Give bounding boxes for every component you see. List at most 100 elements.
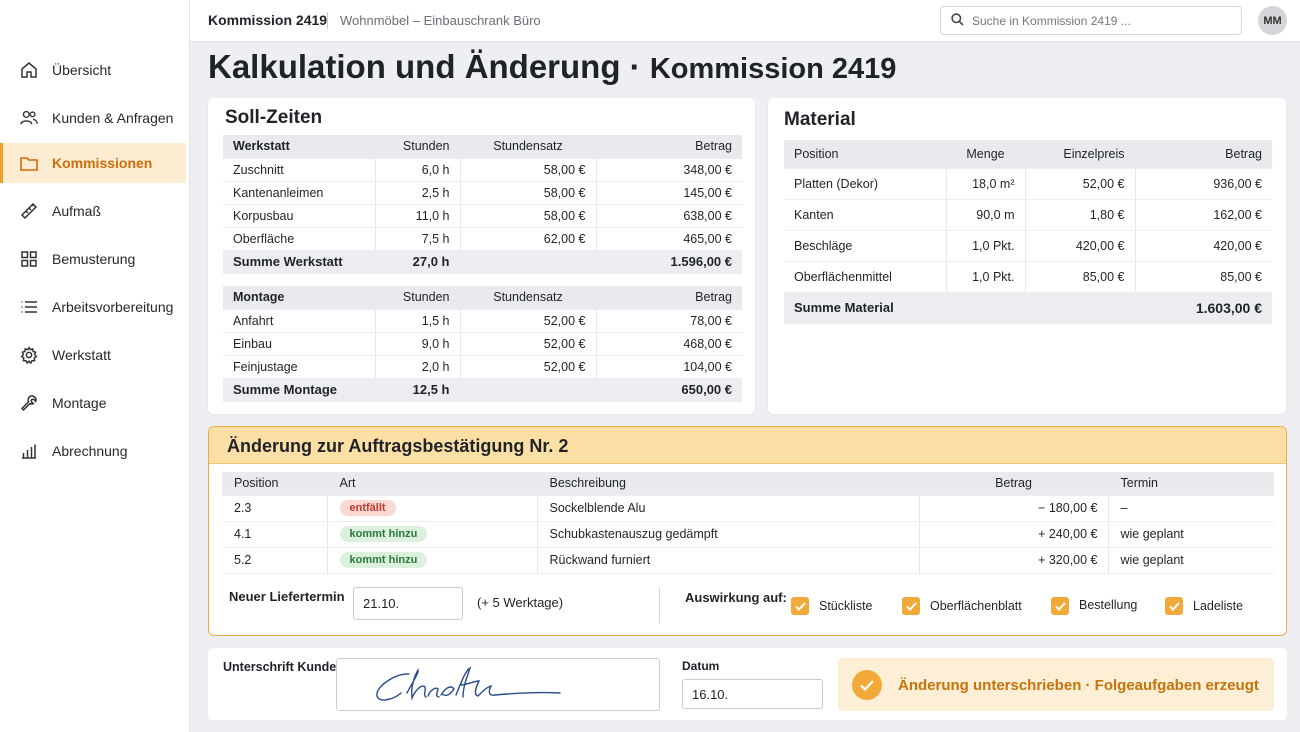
table-header-row: Werkstatt Stunden Stundensatz Betrag	[223, 135, 742, 159]
table-header: Stundensatz	[460, 135, 597, 159]
table-cell: 1,0 Pkt.	[946, 261, 1026, 293]
sidebar-item-label: Montage	[52, 395, 107, 411]
checkbox-label: Ladeliste	[1193, 599, 1244, 613]
sidebar-item-label: Aufmaß	[52, 203, 102, 219]
table-cell: 52,00 €	[460, 309, 597, 333]
table-cell: 18,0 m²	[946, 168, 1026, 200]
avatar[interactable]: MM	[1258, 6, 1287, 35]
table-row: Kantenanleimen 2,5 h 58,00 €145,00 €	[223, 181, 742, 205]
table-cell: + 240,00 €	[919, 521, 1109, 548]
page-title: Kalkulation und Änderung · Kommission 24…	[208, 48, 896, 86]
table-header: Stundensatz	[460, 286, 597, 310]
table-header: Betrag	[1135, 140, 1272, 169]
sum-label: Summe Material	[784, 292, 947, 324]
search-input[interactable]	[972, 13, 1222, 28]
signature-card: Unterschrift Kunde Datum Änderung unters…	[208, 648, 1287, 720]
table-cell: 85,00 €	[1135, 261, 1272, 293]
success-text: Änderung unterschrieben · Folgeaufgaben …	[898, 677, 1259, 694]
table-row: Zuschnitt 6,0 h 58,00 €348,00 €	[223, 158, 742, 182]
change-table: Position Art Beschreibung Betrag Termin …	[222, 472, 1274, 574]
soll-zeiten-title: Soll-Zeiten	[225, 107, 323, 128]
checkbox-oberflaechenblatt[interactable]	[902, 597, 920, 615]
status-badge: entfällt	[339, 500, 396, 516]
table-cell: 58,00 €	[460, 158, 597, 182]
table-cell: 52,00 €	[460, 332, 597, 356]
table-header-row: Montage Stunden Stundensatz Betrag	[223, 286, 742, 310]
sidebar-item-label: Arbeitsvorbereitung	[52, 299, 174, 315]
montage-table: Montage Stunden Stundensatz Betrag Anfah…	[223, 286, 742, 402]
search-box[interactable]	[940, 6, 1242, 35]
sum-row: Summe Montage 12,5 h 650,00 €	[223, 378, 742, 402]
table-header: Betrag	[596, 286, 742, 310]
table-cell: 58,00 €	[460, 204, 597, 228]
table-cell: 348,00 €	[596, 158, 742, 182]
table-header: Menge	[946, 140, 1026, 169]
table-cell: Anfahrt	[223, 309, 376, 333]
table-cell: 2.3	[222, 495, 328, 522]
soll-zeiten-card: Soll-Zeiten Werkstatt Stunden Stundensat…	[208, 98, 755, 414]
checkbox-label: Bestellung	[1079, 598, 1138, 612]
table-header: Beschreibung	[537, 472, 920, 496]
checkbox-stueckliste[interactable]	[791, 597, 809, 615]
check-icon	[794, 601, 806, 611]
sidebar-item-arbeitsvorbereitung[interactable]: Arbeitsvorbereitung	[0, 287, 186, 327]
folder-icon	[20, 154, 38, 172]
sum-hours: 12,5 h	[375, 378, 461, 402]
sum-row: Summe Werkstatt 27,0 h 1.596,00 €	[223, 250, 742, 274]
table-cell: 6,0 h	[375, 158, 461, 182]
table-cell: 104,00 €	[596, 355, 742, 379]
divider	[659, 587, 660, 623]
bar-chart-icon	[20, 442, 38, 460]
grid-icon	[20, 250, 38, 268]
table-row: Oberflächenmittel 1,0 Pkt. 85,00 €85,00 €	[784, 261, 1272, 293]
check-circle-icon	[852, 670, 882, 700]
table-cell: 420,00 €	[1135, 230, 1272, 262]
material-card: Material Position Menge Einzelpreis Betr…	[768, 98, 1286, 414]
sidebar-item-werkstatt[interactable]: Werkstatt	[0, 335, 186, 375]
table-row: Beschläge 1,0 Pkt. 420,00 €420,00 €	[784, 230, 1272, 262]
search-icon	[951, 12, 964, 29]
signature-label: Unterschrift Kunde	[223, 660, 337, 674]
check-icon	[1054, 601, 1066, 611]
table-cell: Sockelblende Alu	[537, 495, 920, 522]
sidebar-item-abrechnung[interactable]: Abrechnung	[0, 431, 186, 471]
sidebar-item-kommissionen[interactable]: Kommissionen	[0, 143, 186, 183]
table-header: Betrag	[919, 472, 1109, 496]
sidebar-item-uebersicht[interactable]: Übersicht	[0, 50, 186, 90]
table-cell: 52,00 €	[1025, 168, 1136, 200]
table-row: 4.1 kommt hinzu Schubkastenauszug gedämp…	[222, 521, 1274, 548]
table-cell: 7,5 h	[375, 227, 461, 251]
sidebar: Übersicht Kunden & Anfragen Kommissionen…	[0, 0, 190, 732]
table-cell: 420,00 €	[1025, 230, 1136, 262]
sidebar-item-kunden[interactable]: Kunden & Anfragen	[0, 98, 186, 138]
checkbox-ladeliste[interactable]	[1165, 597, 1183, 615]
checkbox-bestellung[interactable]	[1051, 597, 1069, 615]
status-badge: kommt hinzu	[339, 552, 428, 568]
sidebar-item-bemusterung[interactable]: Bemusterung	[0, 239, 186, 279]
status-badge: kommt hinzu	[339, 526, 428, 542]
table-row: Oberfläche 7,5 h 62,00 €465,00 €	[223, 227, 742, 251]
sidebar-item-label: Übersicht	[52, 62, 112, 78]
table-row: Anfahrt 1,5 h 52,00 €78,00 €	[223, 309, 742, 333]
table-cell: 1,80 €	[1025, 199, 1136, 231]
sum-label: Summe Montage	[223, 378, 376, 402]
check-icon	[1168, 601, 1180, 611]
table-row: 5.2 kommt hinzu Rückwand furniert + 320,…	[222, 547, 1274, 574]
title-separator: ·	[629, 48, 641, 85]
sidebar-item-aufmass[interactable]: Aufmaß	[0, 191, 186, 231]
page-title-sub: Kommission 2419	[649, 53, 897, 85]
sidebar-item-montage[interactable]: Montage	[0, 383, 186, 423]
table-row: Kanten 90,0 m 1,80 €162,00 €	[784, 199, 1272, 231]
delivery-date-field[interactable]	[353, 587, 463, 620]
material-title: Material	[784, 109, 856, 130]
table-cell: 85,00 €	[1025, 261, 1136, 293]
sum-amount: 1.596,00 €	[596, 250, 742, 274]
table-cell: 1,5 h	[375, 309, 461, 333]
table-cell: Zuschnitt	[223, 158, 376, 182]
divider	[327, 12, 328, 29]
users-icon	[20, 109, 38, 127]
date-field[interactable]	[682, 679, 823, 709]
signature-field[interactable]	[336, 658, 660, 711]
table-header: Art	[327, 472, 538, 496]
table-cell: 162,00 €	[1135, 199, 1272, 231]
